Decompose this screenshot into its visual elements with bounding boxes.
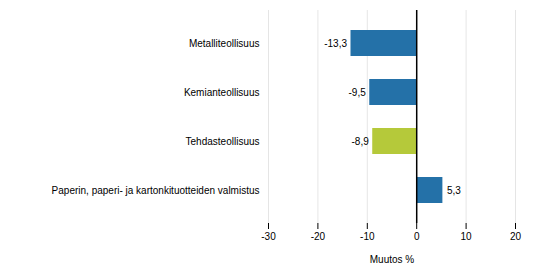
svg-text:-13,3: -13,3 (324, 38, 347, 49)
svg-text:10: 10 (461, 231, 473, 242)
svg-text:20: 20 (510, 231, 522, 242)
svg-text:-8,9: -8,9 (351, 136, 369, 147)
svg-text:5,3: 5,3 (447, 185, 461, 196)
svg-text:-10: -10 (360, 231, 375, 242)
svg-text:0: 0 (414, 231, 420, 242)
svg-text:Metalliteollisuus: Metalliteollisuus (189, 38, 260, 49)
svg-text:Tehdasteollisuus: Tehdasteollisuus (186, 136, 260, 147)
svg-text:-9,5: -9,5 (349, 87, 367, 98)
svg-text:Paperin, paperi- ja kartonkitu: Paperin, paperi- ja kartonkituotteiden v… (52, 185, 260, 196)
svg-text:Kemianteollisuus: Kemianteollisuus (184, 87, 260, 98)
svg-text:Muutos %: Muutos % (370, 254, 415, 265)
svg-text:-20: -20 (311, 231, 326, 242)
svg-text:-30: -30 (261, 231, 276, 242)
